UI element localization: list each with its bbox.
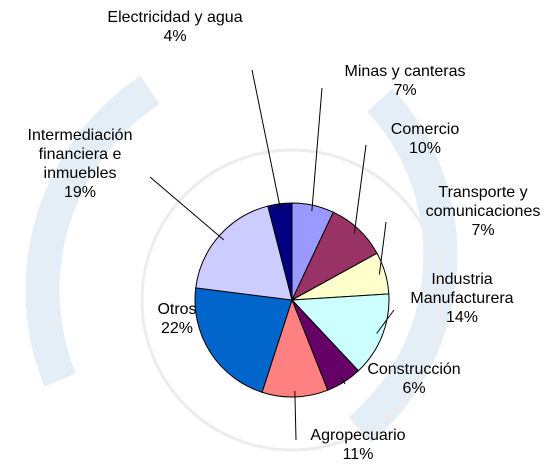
leader-line xyxy=(252,70,281,210)
category-label: Electricidad y agua xyxy=(105,8,245,27)
category-label: Minas y canteras xyxy=(320,62,490,81)
value-label: 7% xyxy=(320,81,490,100)
category-label: Transporte y comunicaciones xyxy=(408,183,552,221)
chart: Minas y canteras7%Comercio10%Transporte … xyxy=(0,0,552,468)
leader-line xyxy=(312,88,322,211)
category-label: Construcción xyxy=(349,360,479,379)
value-label: 11% xyxy=(283,445,433,464)
leader-line xyxy=(354,145,366,234)
value-label: 10% xyxy=(370,139,480,158)
value-label: 7% xyxy=(408,221,552,240)
category-label: Industria Manufacturera xyxy=(397,270,527,308)
value-label: 4% xyxy=(105,27,245,46)
category-label: Otros xyxy=(137,300,217,319)
category-label: Comercio xyxy=(370,120,480,139)
value-label: 6% xyxy=(349,379,479,398)
value-label: 22% xyxy=(137,319,217,338)
category-label: Agropecuario xyxy=(283,426,433,445)
value-label: 14% xyxy=(397,308,527,327)
value-label: 19% xyxy=(0,183,160,202)
category-label: Intermediación financiera e inmuebles xyxy=(0,126,160,183)
leader-line xyxy=(150,177,224,240)
